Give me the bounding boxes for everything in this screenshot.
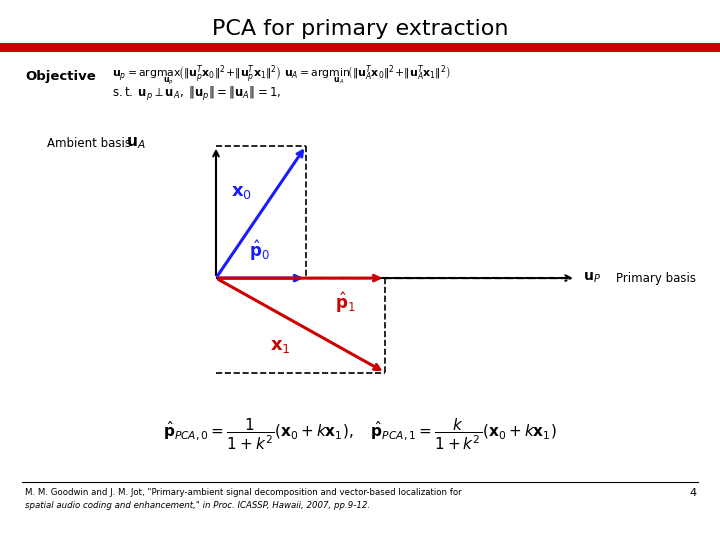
Text: Ambient basis: Ambient basis: [47, 137, 131, 150]
Text: spatial audio coding and enhancement," in Proc. ICASSP, Hawaii, 2007, pp.9-12.: spatial audio coding and enhancement," i…: [25, 501, 370, 510]
Text: $\mathbf{u}_p = \mathrm{arg}\max_{\mathbf{u}_p}\!\left(\|\mathbf{u}_p^T\mathbf{x: $\mathbf{u}_p = \mathrm{arg}\max_{\mathb…: [112, 63, 451, 88]
Text: $\mathbf{x}_1$: $\mathbf{x}_1$: [271, 336, 291, 355]
Text: $\mathrm{s.t.}\;\mathbf{u}_p \perp \mathbf{u}_A,\;\|\mathbf{u}_p\|=\|\mathbf{u}_: $\mathrm{s.t.}\;\mathbf{u}_p \perp \math…: [112, 85, 281, 104]
Text: $\hat{\mathbf{p}}_{PCA,0} = \dfrac{1}{1+k^2}\left(\mathbf{x}_0 + k\mathbf{x}_1\r: $\hat{\mathbf{p}}_{PCA,0} = \dfrac{1}{1+…: [163, 417, 557, 453]
Text: 4: 4: [690, 488, 697, 498]
Text: $\mathbf{u}_P$: $\mathbf{u}_P$: [583, 271, 601, 285]
Text: Objective: Objective: [25, 70, 96, 83]
Text: Primary basis: Primary basis: [616, 272, 696, 285]
Text: $\mathbf{x}_0$: $\mathbf{x}_0$: [230, 183, 252, 201]
Text: M. M. Goodwin and J. M. Jot, "Primary-ambient signal decomposition and vector-ba: M. M. Goodwin and J. M. Jot, "Primary-am…: [25, 488, 462, 497]
Text: $\hat{\mathbf{p}}_0$: $\hat{\mathbf{p}}_0$: [249, 239, 269, 264]
Text: $\mathbf{u}_A$: $\mathbf{u}_A$: [126, 135, 145, 151]
Text: $\hat{\mathbf{p}}_1$: $\hat{\mathbf{p}}_1$: [336, 290, 356, 315]
Text: PCA for primary extraction: PCA for primary extraction: [212, 19, 508, 39]
